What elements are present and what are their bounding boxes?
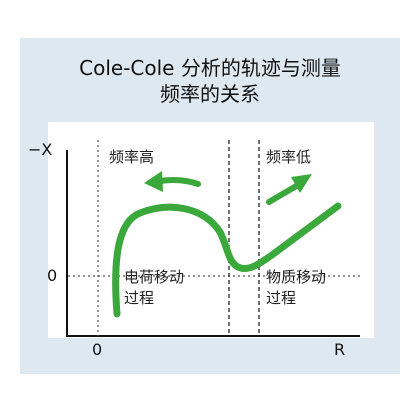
mass-transfer-label-line2: 过程 [266,289,297,307]
x-axis-zero-label: 0 [92,340,103,359]
low-frequency-arrow-shaft [266,182,301,205]
low-frequency-label: 频率低 [266,148,312,166]
cole-cole-curve [112,202,342,318]
plot-area [48,122,374,338]
figure-title-line1: Cole-Cole 分析的轨迹与测量 [79,56,341,80]
charge-transfer-label-line1: 电荷移动 [124,268,185,286]
y-axis-zero-label: 0 [47,266,58,285]
high-frequency-label: 频率高 [109,148,155,166]
charge-transfer-label-line2: 过程 [124,289,155,307]
high-frequency-arrowhead [144,171,163,192]
figure-title-line2: 频率的关系 [160,82,260,106]
high-frequency-arrow-shaft [157,177,201,187]
x-axis-label: R [334,340,346,359]
mass-transfer-label-line1: 物质移动 [266,268,327,286]
y-axis-label: −X [28,140,53,159]
low-frequency-arrowhead [291,174,312,193]
